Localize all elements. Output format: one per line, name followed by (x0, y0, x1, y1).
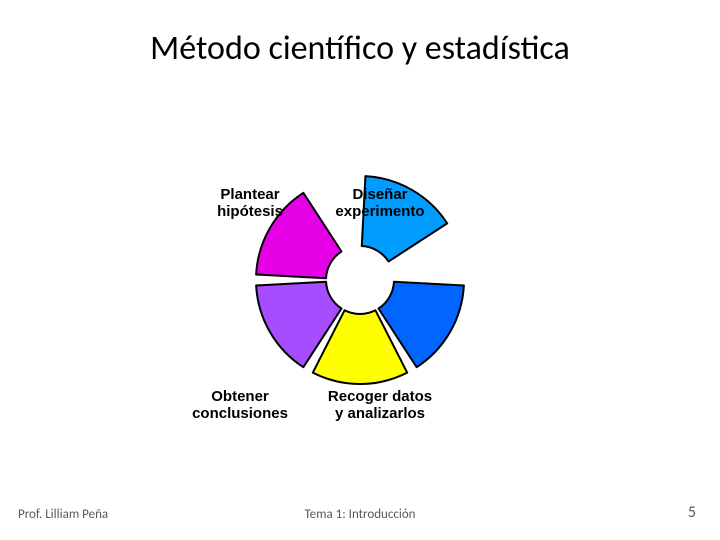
footer-page-number: 5 (688, 503, 696, 522)
page-title: Método científico y estadística (0, 28, 720, 69)
footer-topic: Tema 1: Introducción (0, 507, 720, 522)
segment-label-design: Diseñar experimento (335, 186, 424, 221)
segment-label-collect: Recoger datos y analizarlos (328, 388, 432, 423)
segment-label-conclusions: Obtener conclusiones (192, 388, 288, 423)
segment-label-hypothesis: Plantear hipótesis (217, 186, 283, 221)
